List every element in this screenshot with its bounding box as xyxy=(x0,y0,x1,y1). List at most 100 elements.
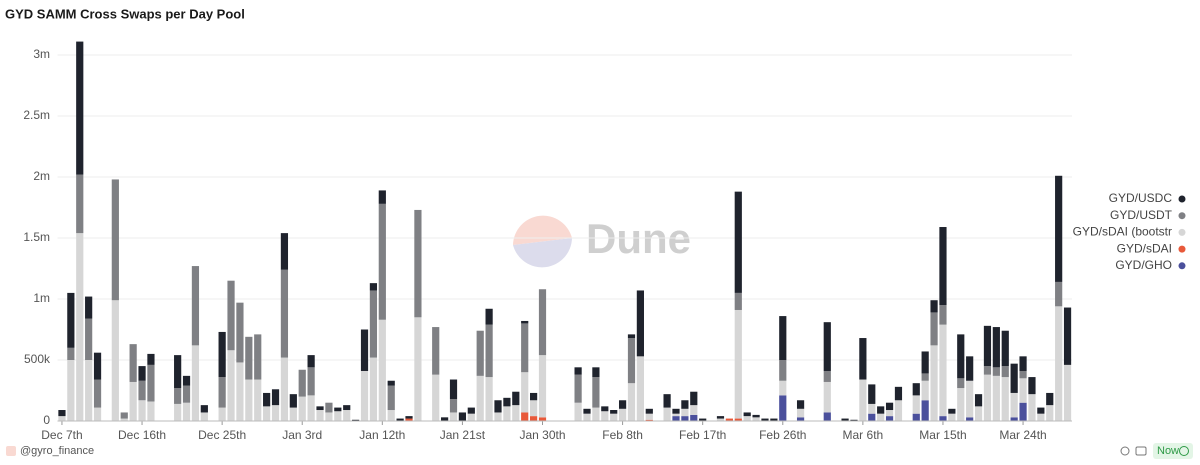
legend-swatch xyxy=(1178,212,1186,220)
bar-segment xyxy=(494,400,502,413)
bar-segment xyxy=(503,397,511,407)
bar-segment xyxy=(236,362,244,421)
bar-segment xyxy=(974,394,983,407)
bar-segment xyxy=(885,416,894,421)
bar-segment xyxy=(538,355,547,418)
bar-segment xyxy=(360,370,369,421)
bar-segment xyxy=(289,394,297,408)
bar-segment xyxy=(618,400,627,409)
y-tick-label: 0 xyxy=(43,413,50,427)
bar-segment xyxy=(1010,392,1018,418)
bar-segment xyxy=(191,266,200,346)
bar-segment xyxy=(405,416,413,419)
bar-segment xyxy=(743,416,751,421)
bar-segment xyxy=(734,418,742,421)
bar-segment xyxy=(369,357,378,421)
bar-segment xyxy=(868,384,876,404)
bar-segment xyxy=(850,419,858,421)
y-tick-label: 1m xyxy=(33,291,50,305)
bar-segment xyxy=(636,356,644,421)
bar-segment xyxy=(316,410,324,421)
bar-segment xyxy=(690,414,698,421)
bar-segment xyxy=(912,383,920,396)
bar-segment xyxy=(921,351,929,374)
bar-segment xyxy=(823,322,831,371)
bar-segment xyxy=(1037,407,1045,414)
bar-segment xyxy=(1001,366,1009,378)
bar-segment xyxy=(67,292,75,348)
bar-segment xyxy=(414,317,422,421)
footer: @gyro_finance Now xyxy=(6,443,1193,459)
x-tick-label: Feb 8th xyxy=(602,428,643,442)
bar-segment xyxy=(868,403,876,414)
bar-segment xyxy=(191,345,200,421)
bar-segment xyxy=(583,413,591,421)
bar-segment xyxy=(369,290,378,358)
bar-segment xyxy=(76,174,84,234)
bar-segment xyxy=(485,308,493,325)
share-icon[interactable] xyxy=(1120,446,1130,456)
x-tick-label: Mar 15th xyxy=(919,428,966,442)
bar-segment xyxy=(334,407,342,412)
bar-segment xyxy=(182,402,191,421)
bar-segment xyxy=(779,316,787,360)
bar-segment xyxy=(912,395,920,414)
bar-segment xyxy=(957,378,965,389)
bar-segment xyxy=(779,360,787,381)
bar-segment xyxy=(1028,394,1036,421)
bar-segment xyxy=(885,410,894,417)
x-tick-label: Jan 3rd xyxy=(282,428,322,442)
chart-title: GYD SAMM Cross Swaps per Day Pool xyxy=(5,6,245,21)
bar-segment xyxy=(939,416,947,421)
bar-segment xyxy=(912,413,920,421)
bar-segment xyxy=(779,380,787,396)
legend-label: GYD/USDT xyxy=(1110,208,1173,222)
bar-segment xyxy=(378,319,386,421)
bar-segment xyxy=(1019,378,1027,403)
camera-icon[interactable] xyxy=(1135,446,1147,456)
bar-segment xyxy=(396,418,404,421)
bar-segment xyxy=(129,381,137,421)
bar-segment xyxy=(1055,175,1063,282)
bar-segment xyxy=(1046,392,1054,406)
bar-segment xyxy=(663,394,671,408)
bar-segment xyxy=(966,356,974,381)
bar-segment xyxy=(530,400,538,417)
bar-segment xyxy=(182,385,191,403)
bar-segment xyxy=(734,191,742,293)
bar-segment xyxy=(690,405,698,415)
bar-segment xyxy=(325,412,333,421)
bar-segment xyxy=(592,367,600,378)
bar-segment xyxy=(725,418,733,421)
bar-segment xyxy=(921,373,929,381)
bar-segment xyxy=(957,334,965,379)
bar-segment xyxy=(645,413,653,420)
bar-segment xyxy=(699,418,707,421)
bar-segment xyxy=(369,283,378,291)
bar-segment xyxy=(476,330,484,376)
legend-swatch xyxy=(1178,245,1186,253)
bar-segment xyxy=(325,402,333,413)
x-tick-label: Mar 6th xyxy=(843,428,884,442)
bar-segment xyxy=(76,41,84,175)
bar-segment xyxy=(1019,370,1027,379)
bar-segment xyxy=(120,412,128,419)
x-tick-label: Jan 12th xyxy=(359,428,405,442)
legend-swatch xyxy=(1178,262,1186,270)
bar-segment xyxy=(948,408,956,414)
bar-segment xyxy=(218,407,226,421)
bar-segment xyxy=(298,369,306,397)
bar-segment xyxy=(138,380,146,401)
bar-segment xyxy=(957,388,965,421)
bar-segment xyxy=(343,410,351,421)
x-tick-label: Jan 21st xyxy=(440,428,486,442)
bar-segment xyxy=(859,338,867,380)
bar-segment xyxy=(236,302,244,363)
bar-segment xyxy=(538,289,547,356)
bar-segment xyxy=(939,324,947,417)
bar-segment xyxy=(618,408,627,421)
x-tick-label: Feb 26th xyxy=(759,428,806,442)
legend-swatch xyxy=(1178,228,1186,236)
watermark-text: Dune xyxy=(586,215,691,262)
bar-segment xyxy=(458,412,467,421)
